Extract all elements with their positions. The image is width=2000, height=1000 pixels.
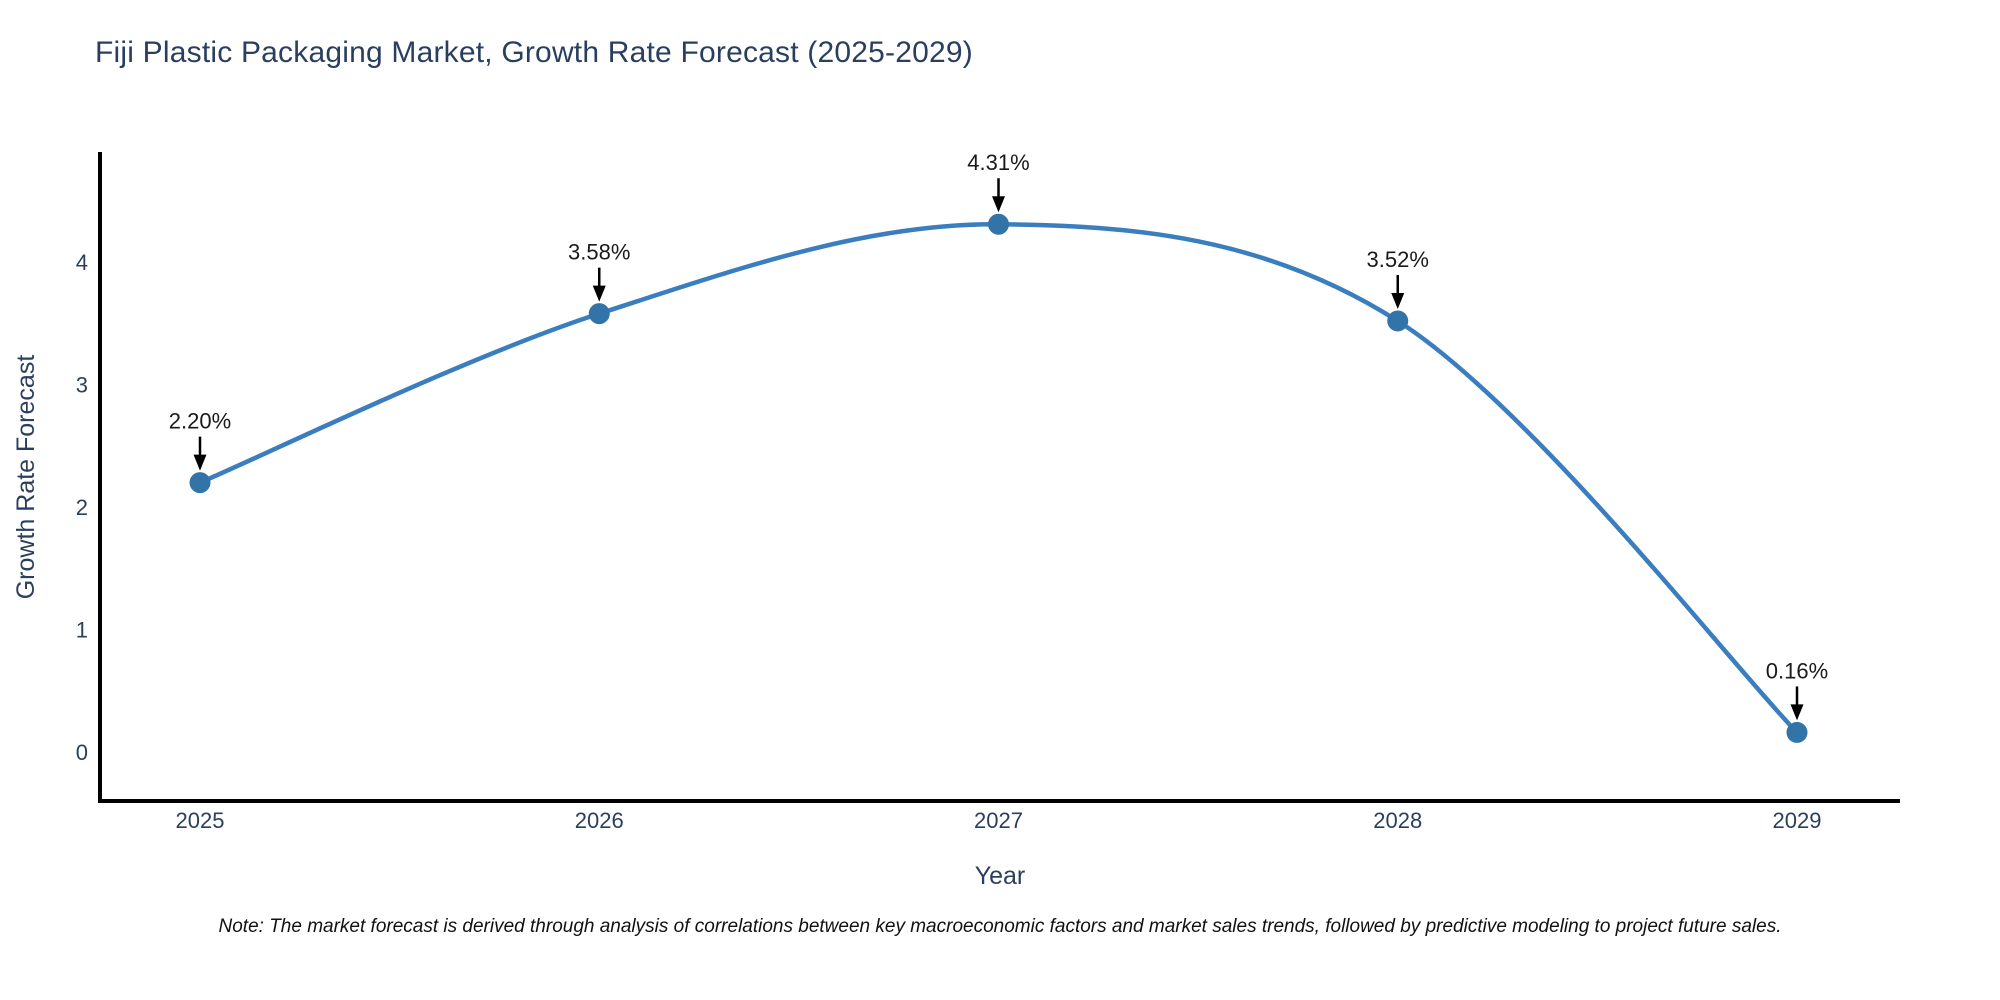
point-value-label: 2.20% bbox=[169, 409, 231, 434]
y-tick-label: 1 bbox=[76, 618, 88, 643]
y-axis-title: Growth Rate Forecast bbox=[12, 355, 40, 600]
annotation-arrow-head bbox=[1790, 704, 1804, 721]
x-axis-title: Year bbox=[975, 862, 1026, 890]
point-value-label: 0.16% bbox=[1766, 658, 1828, 683]
data-point-2027[interactable] bbox=[988, 213, 1009, 235]
annotation-arrow-head bbox=[1391, 292, 1405, 309]
data-point-2025[interactable] bbox=[189, 472, 211, 494]
forecast-line bbox=[197, 221, 1800, 735]
data-point-2026[interactable] bbox=[588, 303, 610, 325]
x-tick-label: 2029 bbox=[1773, 808, 1822, 833]
x-tick-label: 2026 bbox=[575, 808, 624, 833]
data-point-2028[interactable] bbox=[1387, 310, 1409, 332]
chart-title: Fiji Plastic Packaging Market, Growth Ra… bbox=[95, 36, 973, 69]
annotation-arrow-head bbox=[592, 285, 606, 302]
y-tick-label: 0 bbox=[76, 740, 88, 765]
y-tick-label: 2 bbox=[76, 495, 88, 520]
data-point-2029[interactable] bbox=[1786, 721, 1808, 743]
point-value-label: 3.58% bbox=[568, 240, 630, 265]
point-value-label: 3.52% bbox=[1367, 247, 1429, 272]
annotation-arrow-head bbox=[193, 454, 207, 471]
point-value-label: 4.31% bbox=[967, 150, 1029, 175]
y-tick-label: 4 bbox=[76, 250, 88, 275]
x-tick-label: 2028 bbox=[1373, 808, 1422, 833]
x-tick-label: 2027 bbox=[974, 808, 1023, 833]
x-tick-label: 2025 bbox=[176, 808, 225, 833]
y-tick-label: 3 bbox=[76, 373, 88, 398]
annotation-arrow-head bbox=[992, 196, 1005, 213]
footnote: Note: The market forecast is derived thr… bbox=[218, 916, 1782, 937]
